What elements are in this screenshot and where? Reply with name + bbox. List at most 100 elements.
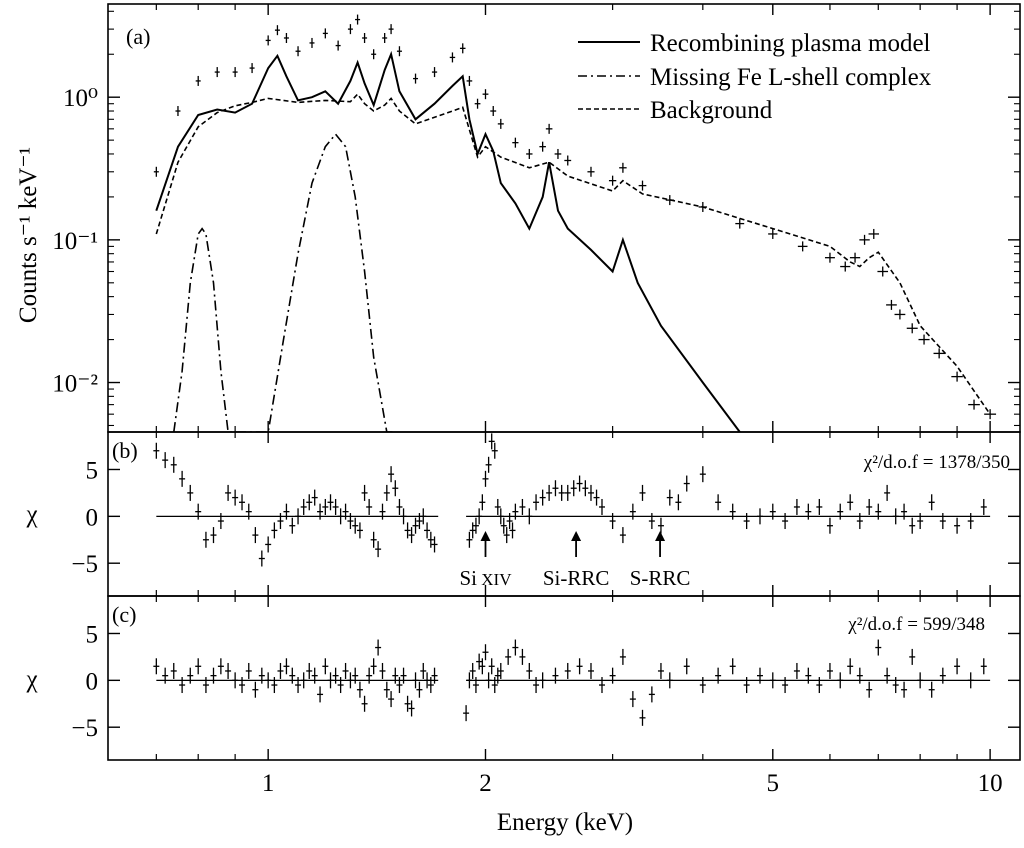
residual-point bbox=[232, 672, 239, 689]
residual-point bbox=[479, 494, 486, 511]
residual-point bbox=[699, 466, 706, 483]
residual-point bbox=[306, 662, 313, 679]
legend: Recombining plasma model Missing Fe L-sh… bbox=[578, 30, 932, 124]
y-tick-label-a: 10⁻¹ bbox=[52, 228, 98, 255]
residual-point bbox=[245, 503, 252, 520]
residual-point bbox=[420, 662, 427, 679]
residual-point bbox=[967, 513, 974, 530]
residual-point bbox=[396, 677, 403, 694]
annotation-si-xiv: Si XIV bbox=[460, 531, 512, 590]
residual-point bbox=[901, 681, 908, 698]
residual-point bbox=[252, 527, 259, 544]
residual-point bbox=[494, 498, 501, 515]
residual-point bbox=[526, 662, 533, 679]
residual-point bbox=[271, 677, 278, 694]
residual-point bbox=[917, 513, 924, 530]
residual-point bbox=[383, 484, 390, 501]
residual-point bbox=[500, 517, 507, 534]
residual-point bbox=[239, 494, 246, 511]
residual-point bbox=[424, 522, 431, 539]
residual-point bbox=[491, 442, 498, 459]
residual-point bbox=[232, 489, 239, 506]
line-annotations: Si XIV Si-RRC S-RRC bbox=[460, 531, 691, 590]
residual-point bbox=[217, 658, 224, 675]
panel-c bbox=[153, 639, 991, 726]
y-tick-label: 5 bbox=[86, 457, 99, 484]
data-point-a bbox=[249, 63, 255, 74]
residual-point bbox=[332, 498, 339, 515]
annotation-label: S-RRC bbox=[630, 566, 691, 590]
residual-point bbox=[379, 503, 386, 520]
data-point-a bbox=[984, 409, 997, 420]
residual-point bbox=[497, 508, 504, 525]
residual-point bbox=[539, 489, 546, 506]
data-point-a bbox=[608, 175, 617, 186]
residual-point bbox=[901, 503, 908, 520]
residual-point bbox=[519, 648, 526, 665]
data-point-a bbox=[195, 75, 201, 86]
data-point-a bbox=[877, 266, 889, 277]
residual-point bbox=[289, 517, 296, 534]
x-tick-label: 1 bbox=[262, 770, 275, 797]
residual-point bbox=[856, 513, 863, 530]
residual-point bbox=[609, 667, 616, 684]
residual-point bbox=[283, 658, 290, 675]
y-tick-label: 5 bbox=[86, 621, 99, 648]
residual-point bbox=[366, 667, 373, 684]
residual-point bbox=[162, 452, 169, 469]
residual-point bbox=[909, 648, 916, 665]
residual-point bbox=[404, 522, 411, 539]
residual-point bbox=[476, 508, 483, 525]
residual-point bbox=[383, 681, 390, 698]
residual-point bbox=[337, 677, 344, 694]
residual-point bbox=[347, 513, 354, 530]
residual-point bbox=[153, 442, 160, 459]
residual-point bbox=[195, 658, 202, 675]
residual-point bbox=[847, 658, 854, 675]
residual-point bbox=[715, 494, 722, 511]
residual-point bbox=[431, 536, 438, 553]
residual-point bbox=[793, 498, 800, 515]
residual-point bbox=[488, 433, 495, 450]
residual-point bbox=[396, 498, 403, 515]
residual-point bbox=[743, 677, 750, 694]
residual-point bbox=[657, 662, 664, 679]
residual-point bbox=[875, 639, 882, 656]
residual-point bbox=[245, 662, 252, 679]
residual-point bbox=[392, 480, 399, 497]
residual-point bbox=[756, 667, 763, 684]
residual-point bbox=[356, 681, 363, 698]
residual-point bbox=[322, 658, 329, 675]
data-point-a bbox=[459, 43, 466, 54]
residual-point bbox=[526, 508, 533, 525]
residual-point bbox=[187, 667, 194, 684]
residual-point bbox=[195, 503, 202, 520]
residual-point bbox=[271, 522, 278, 539]
residual-point bbox=[582, 480, 589, 497]
residual-point bbox=[416, 681, 423, 698]
residual-point bbox=[370, 658, 377, 675]
residual-point bbox=[400, 667, 407, 684]
residual-point bbox=[225, 662, 232, 679]
data-point-a bbox=[951, 371, 963, 382]
residual-point bbox=[629, 503, 636, 520]
residual-point bbox=[485, 456, 492, 473]
data-point-a bbox=[768, 228, 778, 239]
residual-point bbox=[558, 484, 565, 501]
residual-point bbox=[375, 541, 382, 558]
data-point-a bbox=[466, 75, 473, 86]
residual-point bbox=[494, 667, 501, 684]
data-point-a bbox=[824, 252, 835, 263]
y-axis-title-b: χ bbox=[25, 501, 37, 528]
residual-point bbox=[939, 667, 946, 684]
residual-point bbox=[482, 644, 489, 661]
residual-point bbox=[370, 531, 377, 548]
residual-point bbox=[408, 527, 415, 544]
residual-point bbox=[317, 503, 324, 520]
residual-point bbox=[327, 494, 334, 511]
data-point-a bbox=[490, 106, 497, 117]
data-point-a bbox=[894, 309, 906, 320]
residual-point bbox=[546, 484, 553, 501]
residual-point bbox=[629, 691, 636, 708]
residual-point bbox=[598, 498, 605, 515]
